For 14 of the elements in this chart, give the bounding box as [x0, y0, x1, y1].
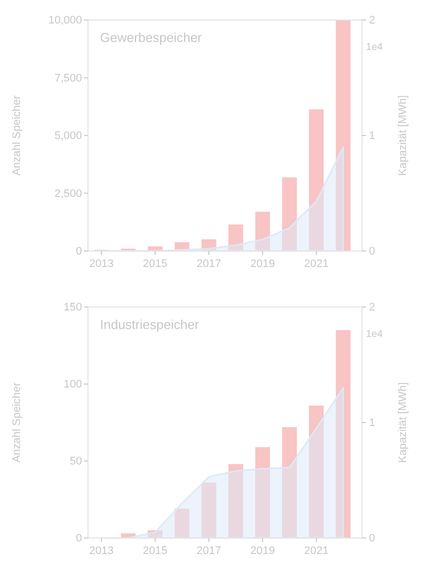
bar: [201, 482, 216, 538]
bar: [308, 406, 324, 538]
bar: [255, 212, 270, 251]
bar: [336, 330, 351, 538]
bar: [174, 508, 190, 538]
bar: [282, 177, 297, 251]
bar: [308, 109, 324, 251]
bar: [255, 447, 270, 538]
bar: [282, 427, 297, 538]
bar: [228, 464, 244, 538]
bar: [201, 239, 216, 251]
bar: [228, 224, 244, 251]
bar: [336, 20, 351, 251]
bar: [174, 242, 190, 251]
